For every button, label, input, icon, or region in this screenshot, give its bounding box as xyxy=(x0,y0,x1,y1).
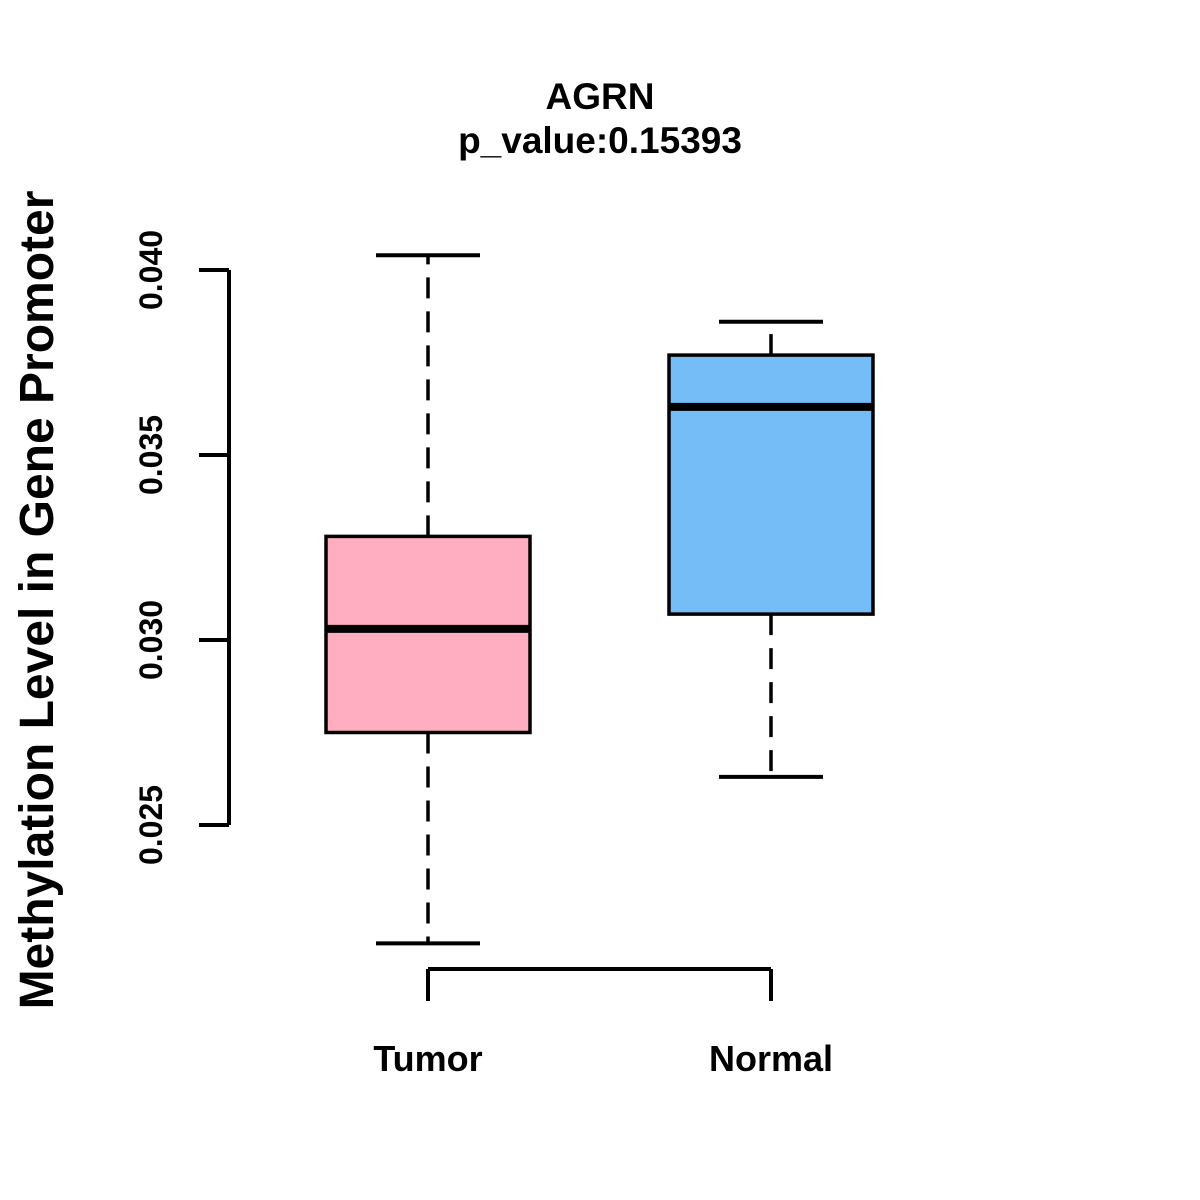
chart-title: AGRN xyxy=(545,76,655,117)
y-tick-label: 0.025 xyxy=(133,784,169,866)
x-category-label-normal: Normal xyxy=(708,1038,834,1079)
box-tumor xyxy=(324,534,532,735)
y-tick-label: 0.035 xyxy=(133,414,169,496)
chart-subtitle: p_value:0.15393 xyxy=(458,120,742,161)
y-tick-label: 0.030 xyxy=(133,599,169,681)
y-tick-label: 0.040 xyxy=(133,229,169,311)
x-category-label-tumor: Tumor xyxy=(373,1038,483,1079)
box-normal xyxy=(667,353,875,616)
